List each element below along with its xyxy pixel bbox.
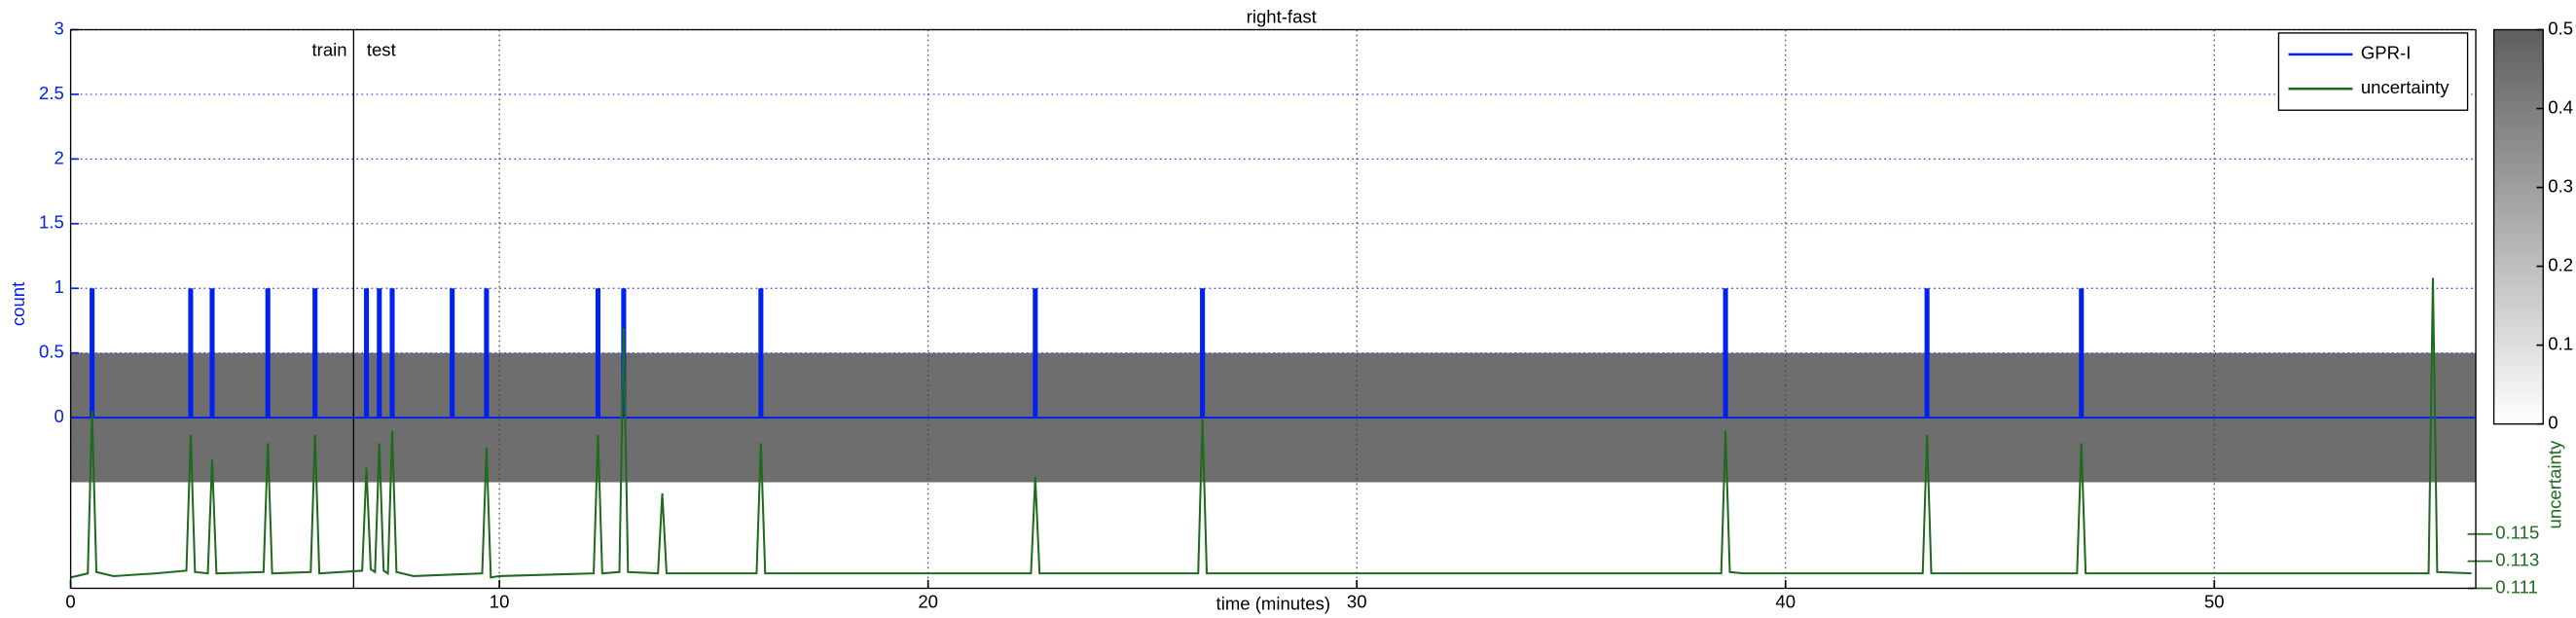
legend-label: GPR-I — [2361, 43, 2412, 63]
y2-tick-label: 0.113 — [2495, 550, 2539, 570]
x-tick-label: 20 — [918, 592, 938, 612]
y2-axis-label: uncertainty — [2545, 440, 2565, 528]
x-tick-label: 10 — [490, 592, 510, 612]
annotation: test — [367, 39, 397, 59]
line — [70, 277, 2472, 579]
y2-tick-label: 0.111 — [2495, 576, 2538, 597]
y-tick-label: 0.5 — [39, 342, 64, 362]
y-axis-label: count — [8, 281, 28, 326]
colorbar-tick-label: 0.4 — [2548, 96, 2573, 117]
colorbar-tick-label: 0.2 — [2548, 255, 2573, 275]
x-tick-label: 0 — [65, 592, 75, 612]
y-tick-label: 1 — [54, 276, 64, 297]
colorbar-tick-label: 0.3 — [2548, 175, 2573, 196]
legend-box — [2277, 32, 2469, 111]
colorbar-tick-label: 0.1 — [2548, 334, 2573, 354]
plot-background — [70, 29, 2477, 589]
colorbar-tick-label: 0 — [2548, 413, 2558, 433]
y-tick-label: 2.5 — [39, 83, 64, 103]
x-tick-label: 50 — [2204, 592, 2225, 612]
x-tick-label: 40 — [1775, 592, 1796, 612]
plot-frame — [69, 28, 2477, 590]
y2-tick-label: 0.115 — [2495, 523, 2539, 543]
y-tick-label: 3 — [54, 18, 64, 38]
annotation: train — [312, 39, 347, 59]
legend-label: uncertainty — [2361, 77, 2449, 97]
colorbar — [2492, 28, 2544, 425]
y-tick-label: 2 — [54, 147, 64, 167]
x-tick-label: 30 — [1347, 592, 1367, 612]
y-tick-label: 0 — [54, 406, 64, 426]
x-axis-label: time (minutes) — [1216, 593, 1331, 613]
y-tick-label: 1.5 — [39, 212, 64, 233]
colorbar-tick-label: 0.5 — [2548, 18, 2573, 38]
chart-title: right-fast — [1247, 7, 1318, 27]
